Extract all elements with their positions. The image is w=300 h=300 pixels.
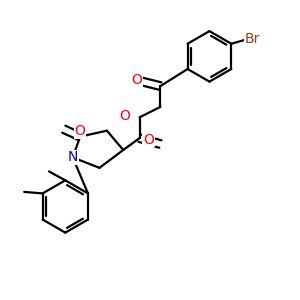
Text: O: O [119, 109, 130, 123]
Text: O: O [75, 124, 86, 138]
Text: Br: Br [245, 32, 260, 46]
Text: N: N [68, 150, 78, 164]
Text: O: O [143, 133, 154, 147]
Text: O: O [131, 73, 142, 87]
